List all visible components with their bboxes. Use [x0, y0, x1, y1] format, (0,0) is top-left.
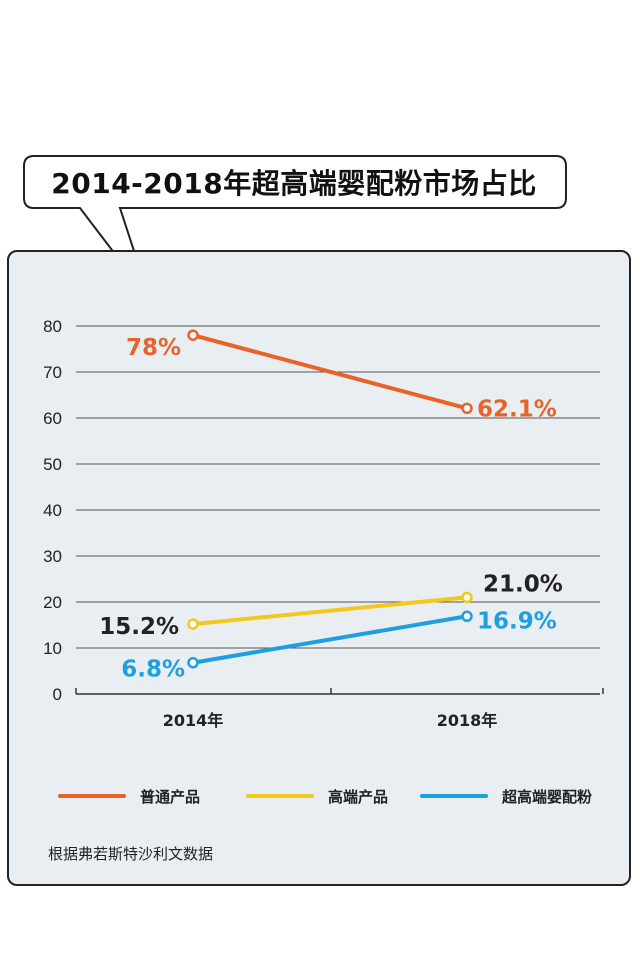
chart-panel: [7, 250, 631, 886]
data-label-2-0: 6.8%: [121, 657, 185, 683]
data-point-1-0: [187, 618, 199, 630]
series-line-2: [191, 614, 469, 665]
data-point-2-1: [461, 610, 473, 623]
series-line-1: [191, 595, 469, 627]
legend-label-regular: 普通产品: [140, 787, 201, 806]
legend-swatch-regular: [58, 794, 126, 798]
y-tick-label-80: 80: [43, 317, 62, 336]
legend-swatch-premium: [246, 794, 314, 798]
y-tick-label-70: 70: [43, 363, 62, 382]
chart-title: 2014-2018年超高端婴配粉市场占比: [51, 167, 537, 200]
data-label-2-1: 16.9%: [477, 608, 557, 634]
source-note: 根据弗若斯特沙利文数据: [48, 845, 214, 863]
legend-item-super-premium: 超高端婴配粉: [420, 786, 592, 806]
data-point-0-0: [187, 329, 199, 341]
data-label-0-1: 62.1%: [477, 396, 557, 422]
y-tick-label-60: 60: [43, 409, 62, 428]
y-tick-label-40: 40: [43, 501, 62, 520]
legend-label-super-premium: 超高端婴配粉: [502, 787, 593, 806]
x-tick-label-1: 2018年: [437, 711, 498, 730]
data-label-0-0: 78%: [126, 335, 181, 361]
data-point-2-0: [187, 656, 199, 669]
legend-swatch-super-premium: [420, 794, 488, 798]
series-line-0: [191, 333, 469, 411]
y-tick-label-30: 30: [43, 547, 62, 566]
legend-label-premium: 高端产品: [328, 787, 389, 806]
y-tick-label-10: 10: [43, 639, 62, 658]
data-label-1-0: 15.2%: [99, 614, 179, 640]
y-tick-label-20: 20: [43, 593, 62, 612]
data-label-1-1: 21.0%: [483, 571, 563, 597]
y-tick-label-0: 0: [53, 685, 62, 704]
y-tick-label-50: 50: [43, 455, 62, 474]
x-tick-label-0: 2014年: [163, 711, 224, 730]
data-point-1-1: [461, 591, 473, 604]
legend-item-premium: 高端产品: [246, 786, 388, 806]
legend-item-regular: 普通产品: [58, 786, 200, 806]
data-point-0-1: [461, 402, 473, 415]
